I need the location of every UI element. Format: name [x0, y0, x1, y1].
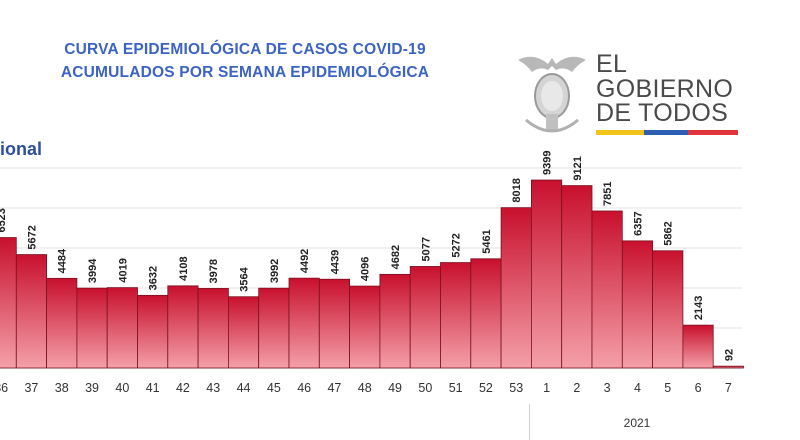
x-tick-label-46: 46	[297, 381, 311, 395]
x-tick-label-42: 42	[176, 381, 190, 395]
value-label-week-5: 5862	[663, 221, 675, 245]
logo-line3: DE TODOS	[596, 99, 729, 127]
logo-text: EL GOBIERNO DE TODOS	[596, 52, 733, 126]
value-label-week-40: 4019	[117, 258, 129, 282]
value-label-week-4: 6357	[632, 211, 644, 235]
bar-week-41	[137, 294, 169, 369]
logo-color-bar-yellow	[596, 130, 644, 135]
region-subtitle: ional	[0, 139, 43, 159]
x-tick-label-44: 44	[237, 381, 251, 395]
bar-week-7	[712, 365, 744, 369]
x-tick-label-37: 37	[24, 381, 38, 395]
x-tick-label-3: 3	[604, 381, 611, 395]
value-label-week-36: 6523	[0, 208, 8, 232]
x-tick-label-52: 52	[479, 381, 493, 395]
value-label-week-53: 8018	[511, 178, 523, 202]
logo-line2: GOBIERNO	[596, 74, 734, 103]
coat-of-arms-icon	[518, 56, 586, 133]
x-tick-label-40: 40	[115, 381, 129, 395]
government-logo: EL GOBIERNO DE TODOS	[512, 50, 742, 145]
x-tick-label-38: 38	[55, 381, 69, 395]
x-tick-label-5: 5	[664, 381, 671, 395]
value-label-week-47: 4439	[329, 250, 341, 274]
bar-week-53	[500, 207, 532, 369]
bar-week-46	[288, 277, 320, 369]
value-label-week-39: 3994	[87, 258, 99, 283]
bar-week-39	[76, 287, 108, 369]
chart-title: CURVA EPIDEMIOLÓGICA DE CASOS COVID-19 A…	[0, 38, 490, 84]
x-tick-label-43: 43	[206, 381, 220, 395]
chart-title-line2: ACUMULADOS POR SEMANA EPIDEMIOLÓGICA	[60, 64, 430, 81]
bar-week-40	[106, 287, 138, 369]
bar-week-43	[197, 288, 229, 369]
value-label-week-52: 5461	[481, 229, 493, 253]
value-label-week-51: 5272	[451, 233, 463, 257]
value-label-week-42: 4108	[178, 256, 190, 280]
x-tick-label-51: 51	[449, 381, 463, 395]
value-label-week-50: 5077	[420, 237, 432, 261]
bar-week-51	[440, 262, 472, 369]
year-label: 2021	[624, 416, 651, 430]
value-label-week-44: 3564	[239, 266, 251, 291]
year-divider	[529, 404, 530, 440]
value-label-week-3: 7851	[602, 181, 614, 205]
x-tick-label-4: 4	[634, 381, 641, 395]
value-label-week-49: 4682	[390, 245, 402, 269]
x-tick-label-1: 1	[543, 381, 550, 395]
chart-title-line1: CURVA EPIDEMIOLÓGICA DE CASOS COVID-19	[64, 41, 426, 58]
x-tick-label-7: 7	[725, 381, 732, 395]
bar-week-6	[682, 324, 714, 369]
bar-week-1	[531, 179, 563, 369]
x-tick-label-49: 49	[388, 381, 402, 395]
x-tick-label-2: 2	[573, 381, 580, 395]
bar-week-45	[258, 287, 290, 369]
value-label-week-6: 2143	[693, 296, 705, 320]
logo-line1: EL	[596, 50, 628, 78]
value-label-week-1: 9399	[542, 151, 554, 175]
x-tick-label-53: 53	[509, 381, 523, 395]
bar-week-4	[621, 240, 653, 369]
bar-week-47	[318, 278, 350, 369]
x-tick-label-41: 41	[146, 381, 160, 395]
bar-week-44	[227, 296, 260, 369]
value-label-week-41: 3632	[148, 266, 160, 290]
logo-color-bar-red	[688, 130, 738, 135]
bar-week-37	[15, 254, 47, 369]
value-label-week-46: 4492	[299, 249, 311, 273]
bar-week-5	[652, 250, 684, 369]
x-tick-label-6: 6	[695, 381, 702, 395]
bar-week-42	[167, 285, 199, 369]
value-label-week-48: 4096	[360, 257, 372, 281]
value-label-week-37: 5672	[26, 225, 38, 249]
x-tick-label-47: 47	[327, 381, 341, 395]
value-label-week-43: 3978	[208, 259, 220, 283]
bar-week-50	[409, 266, 441, 369]
value-label-week-45: 3992	[269, 259, 281, 283]
value-label-week-2: 9121	[572, 156, 584, 180]
x-tick-label-48: 48	[358, 381, 372, 395]
bar-week-48	[349, 285, 381, 369]
x-tick-label-45: 45	[267, 381, 281, 395]
bar-week-52	[470, 258, 502, 369]
bar-week-38	[46, 277, 78, 369]
value-label-week-38: 4484	[57, 248, 69, 273]
bar-week-49	[379, 273, 411, 369]
x-tick-label-39: 39	[85, 381, 99, 395]
bar-week-3	[591, 210, 623, 369]
x-tick-label-50: 50	[418, 381, 432, 395]
bar-week-36	[0, 237, 17, 369]
logo-color-bar-blue	[644, 130, 688, 135]
x-tick-label-36: 36	[0, 381, 8, 395]
value-label-week-7: 92	[723, 349, 735, 361]
bar-week-2	[561, 185, 593, 369]
